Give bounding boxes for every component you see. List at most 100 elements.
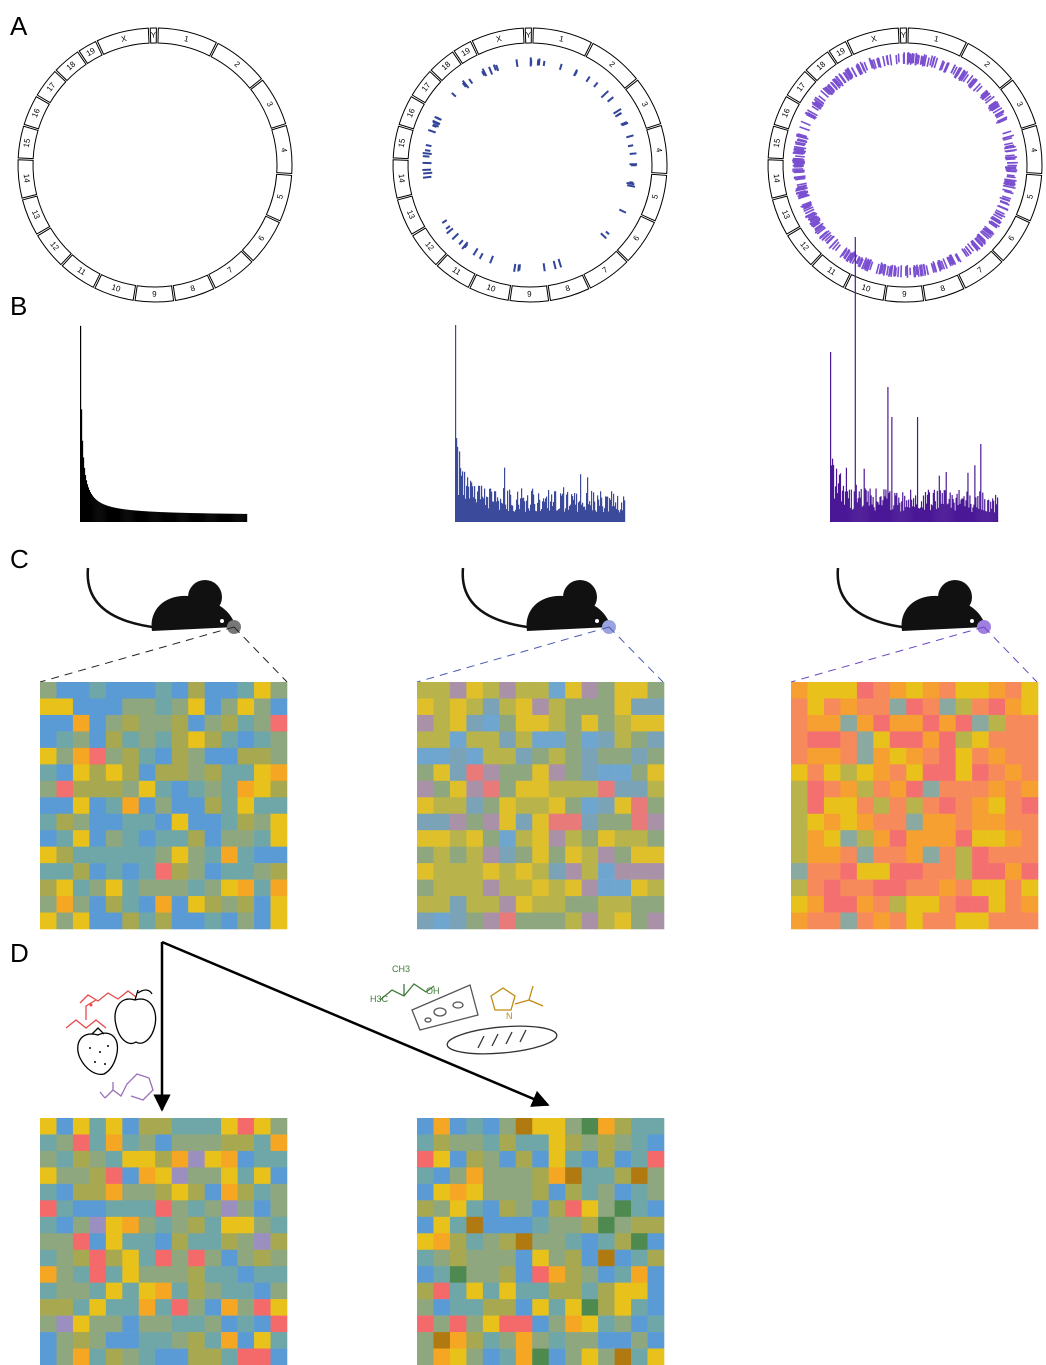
heatmap-cell xyxy=(238,1250,255,1267)
heatmap-cell xyxy=(254,896,271,913)
heatmap-cell xyxy=(1022,748,1039,765)
chromosome-label: Y xyxy=(151,31,157,40)
heatmap-cell xyxy=(450,748,467,765)
heatmap-cell xyxy=(139,682,156,699)
heatmap-cell xyxy=(172,814,189,831)
heatmap-cell xyxy=(598,1349,615,1365)
heatmap-cell xyxy=(615,1233,632,1250)
heatmap-cell xyxy=(238,781,255,798)
heatmap-cell xyxy=(615,1316,632,1333)
heatmap-cell xyxy=(238,1184,255,1201)
heatmap-cell xyxy=(433,781,450,798)
heatmap-cell xyxy=(450,814,467,831)
heatmap-cell xyxy=(840,913,857,930)
heatmap-cell xyxy=(483,1184,500,1201)
heatmap-cell xyxy=(824,896,841,913)
heatmap-cell xyxy=(923,748,940,765)
heatmap-cell xyxy=(807,863,824,880)
heatmap xyxy=(40,682,287,929)
heatmap-cell xyxy=(106,1266,123,1283)
heatmap-cell xyxy=(56,1283,73,1300)
heatmap-cell xyxy=(221,1167,238,1184)
heatmap-cell xyxy=(106,1250,123,1267)
heatmap-cell xyxy=(188,1118,205,1135)
heatmap-cell xyxy=(1005,896,1022,913)
heatmap-cell xyxy=(989,781,1006,798)
variant-tick xyxy=(1007,175,1015,176)
heatmap-cell xyxy=(631,748,648,765)
food-icons xyxy=(66,984,558,1100)
heatmap-cell xyxy=(615,1299,632,1316)
heatmap-cell xyxy=(417,1118,434,1135)
heatmap-cell xyxy=(450,1184,467,1201)
heatmap-cell xyxy=(205,1316,222,1333)
heatmap-cell xyxy=(939,748,956,765)
heatmap-cell xyxy=(807,880,824,897)
heatmap-cell xyxy=(221,863,238,880)
heatmap-cell xyxy=(499,1250,516,1267)
heatmap-cell xyxy=(172,1167,189,1184)
heatmap-cell xyxy=(40,698,57,715)
heatmap-cell xyxy=(582,698,599,715)
heatmap-cell xyxy=(73,1134,90,1151)
heatmap-cell xyxy=(172,1332,189,1349)
heatmap-cell xyxy=(598,1167,615,1184)
heatmap-cell xyxy=(238,830,255,847)
heatmap-cell xyxy=(106,814,123,831)
heatmap-cell xyxy=(254,1250,271,1267)
heatmap-cell xyxy=(631,1184,648,1201)
heatmap-cell xyxy=(221,1299,238,1316)
heatmap-cell xyxy=(89,830,106,847)
heatmap-cell xyxy=(433,1184,450,1201)
heatmap-cell xyxy=(499,682,516,699)
heatmap-cell xyxy=(254,764,271,781)
heatmap-cell xyxy=(172,682,189,699)
figure: A B C D Y12345678910111213141516171819XY… xyxy=(0,0,1046,1365)
heatmap-cell xyxy=(205,1167,222,1184)
heatmap-cell xyxy=(466,1299,483,1316)
heatmap-cell xyxy=(791,731,808,748)
heatmap-cell xyxy=(188,1151,205,1168)
variant-tick xyxy=(452,93,456,97)
heatmap-cell xyxy=(631,1266,648,1283)
heatmap-cell xyxy=(598,1250,615,1267)
heatmap-cell xyxy=(890,764,907,781)
heatmap-cell xyxy=(172,1283,189,1300)
heatmap-cell xyxy=(40,830,57,847)
heatmap-cell xyxy=(221,1134,238,1151)
heatmap-cell xyxy=(483,1134,500,1151)
heatmap-cell xyxy=(205,863,222,880)
heatmap-cell xyxy=(271,1151,288,1168)
heatmap-cell xyxy=(791,814,808,831)
heatmap-cell xyxy=(450,1233,467,1250)
variant-tick xyxy=(594,82,598,87)
heatmap-cell xyxy=(532,682,549,699)
heatmap-cell xyxy=(807,847,824,864)
heatmap-cell xyxy=(40,863,57,880)
heatmap-cell xyxy=(906,764,923,781)
heatmap-cell xyxy=(615,715,632,732)
heatmap-cell xyxy=(483,814,500,831)
heatmap-cell xyxy=(73,1332,90,1349)
heatmap-cell xyxy=(238,764,255,781)
mouse-tail xyxy=(838,568,910,628)
heatmap-cell xyxy=(807,830,824,847)
variant-tick xyxy=(473,248,477,255)
heatmap-cell xyxy=(221,698,238,715)
heatmap-cell xyxy=(615,913,632,930)
heatmap-cell xyxy=(73,913,90,930)
heatmap-cell xyxy=(433,715,450,732)
heatmap-cell xyxy=(565,863,582,880)
heatmap-cell xyxy=(73,764,90,781)
heatmap-cell xyxy=(40,1151,57,1168)
heatmap-cell xyxy=(840,748,857,765)
heatmap-cell xyxy=(499,1134,516,1151)
heatmap-cell xyxy=(188,863,205,880)
heatmap-cell xyxy=(89,1151,106,1168)
heatmap-cell xyxy=(873,797,890,814)
heatmap-cell xyxy=(857,913,874,930)
heatmap-cell xyxy=(155,1349,172,1365)
variant-tick xyxy=(626,135,633,137)
heatmap-cell xyxy=(73,1184,90,1201)
variant-tick xyxy=(890,54,891,65)
